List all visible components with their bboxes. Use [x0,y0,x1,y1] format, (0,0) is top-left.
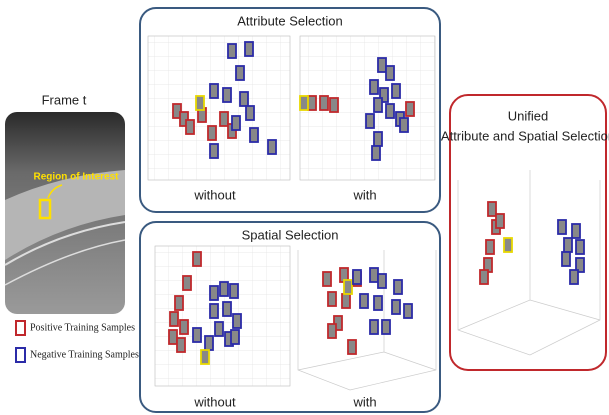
sample-thumbnail [488,202,496,216]
panel-title: Spatial Selection [242,227,339,242]
sample-thumbnail [353,270,361,284]
sample-thumbnail [386,66,394,80]
legend-label: Positive Training Samples [30,322,135,333]
sample-thumbnail [328,292,336,306]
panel-title: Attribute and Spatial Selection [441,128,609,143]
sample-thumbnail [233,314,241,328]
panel-title: Attribute Selection [237,13,343,28]
sample-thumbnail [366,114,374,128]
sample-thumbnail [210,84,218,98]
sample-thumbnail [196,96,204,110]
sample-thumbnail [504,238,512,252]
sample-thumbnail [300,96,308,110]
sample-thumbnail [496,214,504,228]
sample-thumbnail [328,324,336,338]
sample-thumbnail [360,294,368,308]
sample-thumbnail [348,340,356,354]
sample-thumbnail [386,104,394,118]
sample-thumbnail [404,304,412,318]
sample-thumbnail [394,280,402,294]
sample-thumbnail [342,294,350,308]
sample-thumbnail [232,116,240,130]
plot-area [148,36,290,180]
sample-thumbnail [370,80,378,94]
sample-thumbnail [223,88,231,102]
sample-thumbnail [220,282,228,296]
sample-thumbnail [236,66,244,80]
sample-thumbnail [250,128,258,142]
sample-thumbnail [374,98,382,112]
sample-thumbnail [193,252,201,266]
sample-thumbnail [480,270,488,284]
sample-thumbnail [564,238,572,252]
sample-thumbnail [170,312,178,326]
sample-thumbnail [230,284,238,298]
sample-thumbnail [240,92,248,106]
frame-image: Region of Interest [5,112,125,314]
figure: Frame t Region of Interest Positive Trai… [0,0,609,415]
sample-thumbnail [320,96,328,110]
sample-thumbnail [558,220,566,234]
legend-label: Negative Training Samples [30,349,139,360]
plot-label: with [352,187,376,202]
plot-label: without [193,394,236,409]
legend-swatch [16,348,25,362]
sample-thumbnail [268,140,276,154]
panel-title: Unified [508,108,548,123]
sample-thumbnail [205,336,213,350]
sample-thumbnail [572,224,580,238]
sample-thumbnail [231,330,239,344]
sample-thumbnail [323,272,331,286]
sample-thumbnail [177,338,185,352]
sample-thumbnail [370,320,378,334]
sample-thumbnail [392,300,400,314]
plot-label: without [193,187,236,202]
sample-thumbnail [180,320,188,334]
sample-thumbnail [370,268,378,282]
sample-thumbnail [378,274,386,288]
sample-thumbnail [223,302,231,316]
frame-title: Frame t [42,92,87,107]
sample-thumbnail [374,296,382,310]
sample-thumbnail [210,286,218,300]
sample-thumbnail [570,270,578,284]
sample-thumbnail [175,296,183,310]
sample-thumbnail [210,304,218,318]
sample-thumbnail [246,106,254,120]
sample-thumbnail [576,240,584,254]
sample-thumbnail [562,252,570,266]
sample-thumbnail [215,322,223,336]
sample-thumbnail [400,118,408,132]
sample-thumbnail [486,240,494,254]
sample-thumbnail [201,350,209,364]
sample-thumbnail [193,328,201,342]
sample-thumbnail [220,112,228,126]
legend-swatch [16,321,25,335]
sample-thumbnail [169,330,177,344]
sample-thumbnail [374,132,382,146]
sample-thumbnail [392,84,400,98]
plot-label: with [352,394,376,409]
sample-thumbnail [245,42,253,56]
sample-thumbnail [344,280,352,294]
sample-thumbnail [210,144,218,158]
sample-thumbnail [186,120,194,134]
sample-thumbnail [382,320,390,334]
sample-thumbnail [308,96,316,110]
sample-thumbnail [330,98,338,112]
sample-thumbnail [208,126,216,140]
sample-thumbnail [378,58,386,72]
sample-thumbnail [406,102,414,116]
roi-label: Region of Interest [33,172,119,183]
sample-thumbnail [183,276,191,290]
sample-thumbnail [228,44,236,58]
sample-thumbnail [372,146,380,160]
